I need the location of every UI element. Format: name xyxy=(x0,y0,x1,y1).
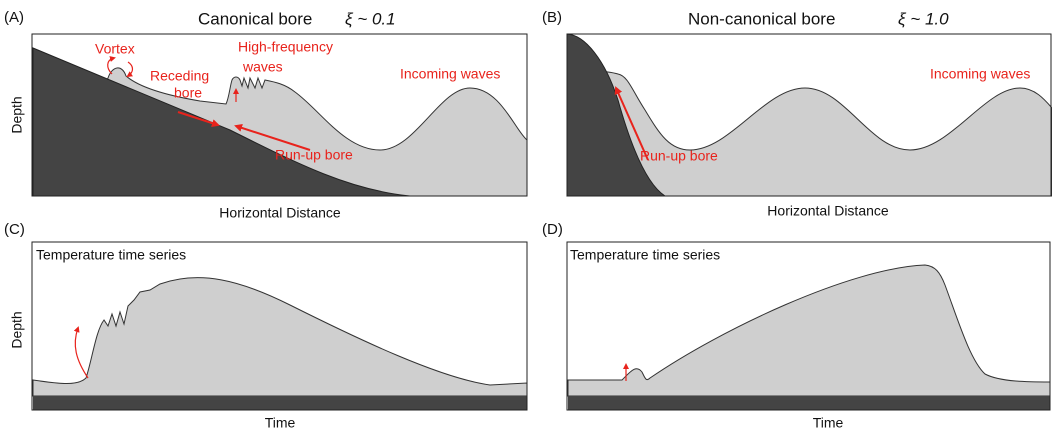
seabed xyxy=(33,396,527,410)
label-incoming: Incoming waves xyxy=(930,66,1030,82)
panel-param: ξ ~ 1.0 xyxy=(898,9,949,28)
label-receding: Receding xyxy=(150,68,209,84)
runup-arrow xyxy=(614,86,649,161)
water xyxy=(566,69,1052,197)
panel-title: Canonical bore xyxy=(198,9,312,28)
panel-tag: (C) xyxy=(4,221,25,238)
runup-arrow xyxy=(234,124,311,151)
label-receding: bore xyxy=(174,85,202,101)
label-incoming: Incoming waves xyxy=(400,66,500,82)
panel-frame xyxy=(31,33,528,197)
temperature-series xyxy=(567,264,1051,397)
beach-slope xyxy=(566,33,667,197)
label-runup: Run-up bore xyxy=(275,147,353,163)
seabed xyxy=(568,396,1050,410)
x-axis-label: Time xyxy=(813,415,844,431)
panel-tag: (B) xyxy=(542,9,562,26)
panel-tag: (D) xyxy=(542,221,563,238)
panel-a: (A) Canonical bore ξ ~ 0.1 Vortex Recedi… xyxy=(4,9,528,221)
label-high-frequency: High-frequency xyxy=(238,39,333,55)
vortex-arrow xyxy=(107,56,116,75)
label-runup: Run-up bore xyxy=(640,148,718,164)
y-axis-label: Depth xyxy=(9,96,25,133)
panel-subtitle: Temperature time series xyxy=(36,247,186,263)
x-axis-label: Time xyxy=(265,415,296,431)
panel-d: (D) Temperature time series Time xyxy=(542,221,1051,431)
panel-frame xyxy=(566,33,1052,197)
vortex-arrow xyxy=(126,61,134,78)
label-vortex: Vortex xyxy=(95,41,135,57)
runup-arrow xyxy=(177,111,220,127)
panel-subtitle: Temperature time series xyxy=(570,247,720,263)
temperature-series xyxy=(32,277,528,397)
runup-arrow xyxy=(73,326,89,379)
panel-title: Non-canonical bore xyxy=(688,9,835,28)
x-axis-label: Horizontal Distance xyxy=(767,203,889,219)
panel-b: (B) Non-canonical bore ξ ~ 1.0 Incoming … xyxy=(542,9,1052,219)
panel-frame xyxy=(31,241,528,411)
panel-c: (C) Temperature time series Depth Time xyxy=(4,221,528,431)
x-axis-label: Horizontal Distance xyxy=(219,205,341,221)
label-high-frequency: waves xyxy=(242,59,283,75)
panel-tag: (A) xyxy=(4,9,24,26)
panel-param: ξ ~ 0.1 xyxy=(345,9,396,28)
y-axis-label: Depth xyxy=(9,311,25,348)
panel-frame xyxy=(566,241,1051,411)
